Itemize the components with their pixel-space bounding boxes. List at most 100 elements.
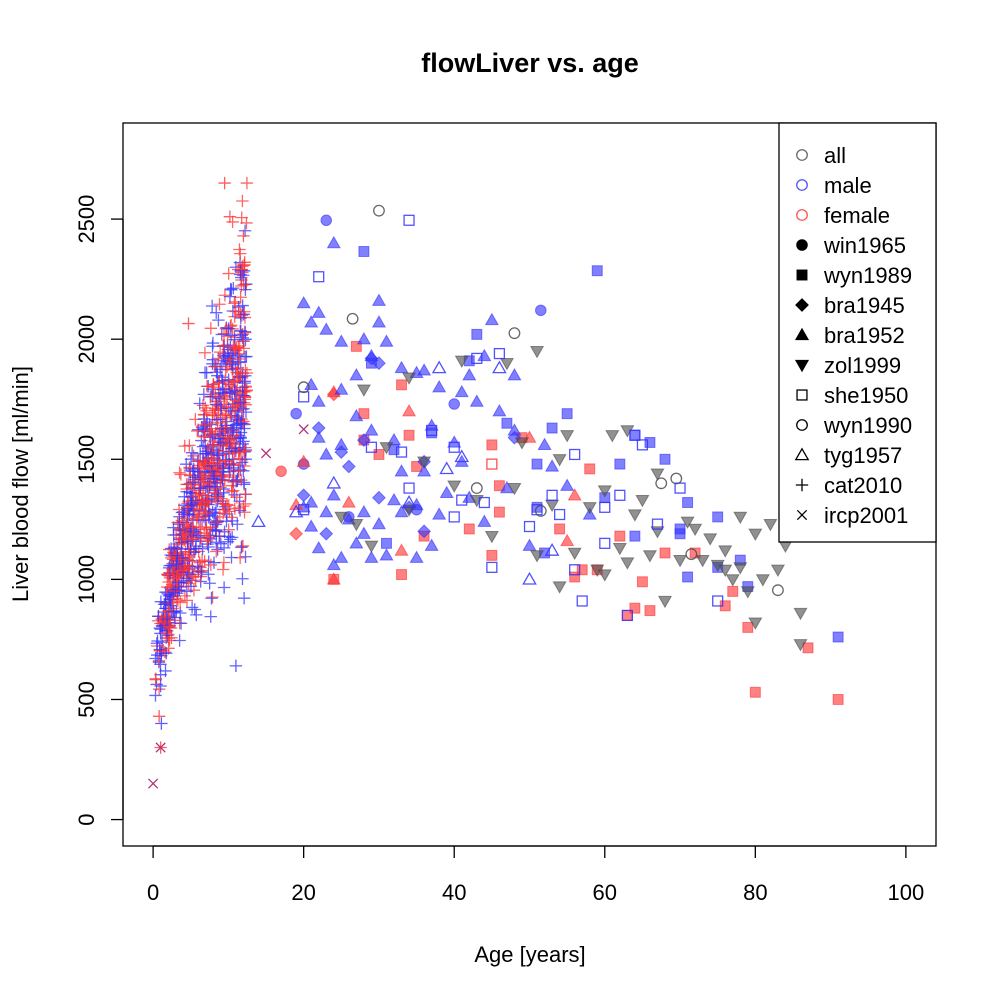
wyn1989-point <box>614 530 626 542</box>
bra1952-point <box>296 295 311 309</box>
bra1952-point <box>319 322 334 335</box>
cat2010-point <box>192 423 205 436</box>
bra1952-point <box>311 305 326 318</box>
zol1999-point <box>356 384 371 397</box>
bra1952-point <box>349 368 364 381</box>
bra1952-point <box>304 519 319 532</box>
cat2010-point <box>233 243 246 256</box>
cat2010-point <box>216 382 229 396</box>
series-bra1952 <box>289 235 597 585</box>
wyn1989-point <box>629 602 641 614</box>
cat2010-point <box>206 523 219 537</box>
cat2010-point <box>218 503 231 516</box>
cat2010-point <box>186 555 199 568</box>
zol1999-point <box>703 533 718 546</box>
cat2010-point <box>158 645 172 659</box>
cat2010-point <box>213 363 227 376</box>
cat2010-point <box>210 306 223 319</box>
wyn1989-point <box>802 642 814 654</box>
bra1952-point <box>424 538 439 551</box>
bra1952-point <box>349 536 364 549</box>
legend-label: bra1952 <box>824 323 905 348</box>
tyg1957-point <box>522 571 537 585</box>
cat2010-point <box>239 497 252 511</box>
wyn1989-point <box>531 458 543 470</box>
bra1952-point <box>394 543 409 556</box>
bra1952-point <box>334 334 349 347</box>
cat2010-point <box>149 689 162 702</box>
cat2010-point <box>204 558 218 572</box>
cat2010-point <box>186 521 200 534</box>
she1950-point <box>486 458 498 470</box>
cat2010-point <box>229 475 243 488</box>
zol1999-point <box>401 372 417 385</box>
wyn1989-point <box>350 340 362 352</box>
cat2010-point <box>199 419 213 433</box>
zol1999-point <box>778 540 793 553</box>
cat2010-point <box>222 377 235 391</box>
cat2010-point <box>155 717 168 730</box>
bra1945-point <box>289 526 304 541</box>
cat2010-point <box>223 385 236 399</box>
cat2010-point <box>170 557 183 571</box>
she1950-point <box>313 271 325 283</box>
series-win1965 <box>275 214 547 523</box>
tyg1957-point <box>544 543 560 556</box>
zol1999-point <box>582 502 597 515</box>
bra1945-point <box>417 524 432 539</box>
cat2010-point <box>185 446 199 459</box>
zol1999-point <box>718 545 733 558</box>
zol1999-point <box>605 430 620 443</box>
cat2010-point <box>217 339 230 353</box>
cat2010-point <box>239 550 252 563</box>
zol1999-point <box>612 543 627 556</box>
bra1952-point <box>334 437 349 451</box>
x-tick-label: 0 <box>147 880 159 905</box>
cat2010-point <box>198 526 211 540</box>
she1950-point <box>486 561 498 573</box>
legend-symbol-ircp2001 <box>796 509 808 521</box>
cat2010-point <box>219 409 232 422</box>
cat2010-point <box>166 565 180 579</box>
zol1999-point <box>635 494 650 508</box>
cat2010-point <box>160 612 174 626</box>
wyn1989-point <box>396 569 407 581</box>
cat2010-point <box>216 411 229 424</box>
cat2010-point <box>173 466 186 479</box>
bra1952-point <box>477 514 492 527</box>
wyn1989-point <box>561 408 573 420</box>
cat2010-point <box>162 628 175 641</box>
cat2010-point <box>214 424 227 438</box>
bra1952-point <box>334 550 349 563</box>
bra1952-point <box>394 504 409 518</box>
cat2010-point <box>216 563 230 576</box>
cat2010-point <box>236 194 249 208</box>
bra1952-point <box>417 363 432 376</box>
series-wyn1990 <box>297 204 784 597</box>
cat2010-point <box>238 375 251 388</box>
tyg1957-point <box>431 360 447 374</box>
cat2010-point <box>234 268 247 281</box>
cat2010-point <box>234 396 247 409</box>
bra1952-point <box>492 404 507 417</box>
cat2010-point <box>213 298 226 311</box>
zol1999-point <box>627 509 642 522</box>
wyn1989-point <box>576 564 588 576</box>
cat2010-point <box>152 710 166 723</box>
cat2010-point <box>228 411 241 424</box>
wyn1989-point <box>629 429 641 441</box>
cat2010-point <box>211 543 224 556</box>
wyn1989-point <box>832 631 844 643</box>
she1950-point <box>395 446 408 458</box>
bra1952-point <box>386 492 402 506</box>
cat2010-point <box>196 440 210 453</box>
legend-symbol-female <box>796 209 808 221</box>
series-tyg1957 <box>251 360 560 585</box>
legend-label: zol1999 <box>824 353 901 378</box>
wyn1989-point <box>644 437 656 448</box>
zol1999-point <box>454 355 469 369</box>
she1950-point <box>569 564 581 576</box>
bra1952-point <box>326 557 341 571</box>
wyn1989-point <box>554 523 566 535</box>
